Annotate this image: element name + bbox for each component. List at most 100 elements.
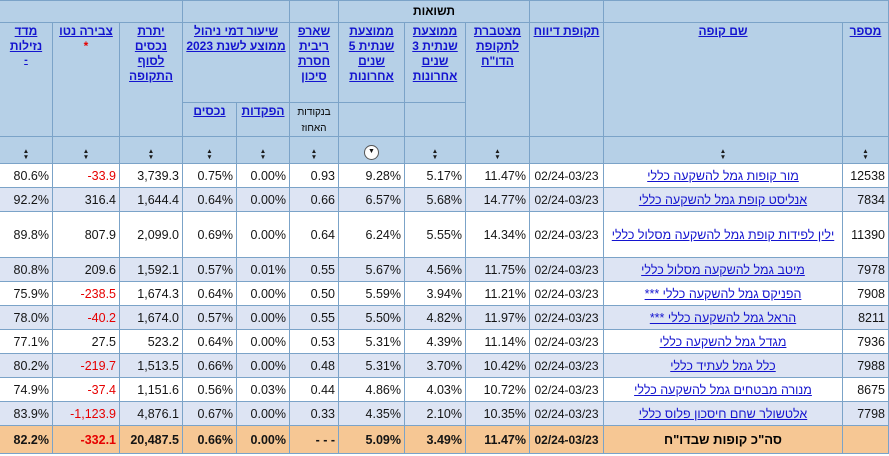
sort-both-icon-sharpe[interactable]: ▲ ▼ xyxy=(289,136,339,164)
cell-net: 27.5 xyxy=(52,329,120,354)
cell-fee_deposits: 0.00% xyxy=(236,353,290,378)
cell-liquidity: 74.9% xyxy=(0,377,54,402)
cell-assets: 1,674.0 xyxy=(119,305,183,330)
sort-updown-icon[interactable]: ▲ ▼ xyxy=(719,147,727,161)
col-header-net-accumulation[interactable]: צבירה נטו * xyxy=(52,22,120,137)
sort-none-period xyxy=(529,136,604,164)
cell-sharpe: 0.64 xyxy=(289,211,339,258)
sub-header-fee-assets[interactable]: נכסים xyxy=(182,102,237,137)
col-header-sharpe[interactable]: שארפ ריבית חסרת סיכון xyxy=(289,22,339,103)
cell-avg3: 3.94% xyxy=(404,281,466,306)
sort-updown-icon[interactable]: ▲ ▼ xyxy=(206,147,213,161)
col-header-assets-balance[interactable]: יתרת נכסים לסוף התקופה xyxy=(119,22,183,137)
cell-number: 12538 xyxy=(842,163,889,188)
cell-assets: 1,592.1 xyxy=(119,257,183,282)
col-header-liquidity[interactable]: מדד נזילות - xyxy=(0,22,54,137)
sort-updown-icon[interactable]: ▲ ▼ xyxy=(862,147,869,161)
cell-period: 02/24-03/23 xyxy=(529,305,604,330)
sort-updown-icon[interactable]: ▲ ▼ xyxy=(310,147,318,161)
cell-number: 11390 xyxy=(842,211,889,258)
cell-name: אלטשולר שחם חיסכון פלוס כללי xyxy=(603,401,843,426)
fund-name-link[interactable]: מגדל גמל להשקעה כללי xyxy=(659,334,787,349)
cell-cumulative: 11.97% xyxy=(465,305,530,330)
cell-net: 209.6 xyxy=(52,257,120,282)
cell-liquidity: 80.6% xyxy=(0,163,54,188)
cell-fee_assets: 0.57% xyxy=(182,257,237,282)
cell-avg5: 5.67% xyxy=(338,257,405,282)
cell-cumulative: 11.75% xyxy=(465,257,530,282)
sort-both-icon-liquidity[interactable]: ▲ ▼ xyxy=(0,136,54,164)
fund-name-link[interactable]: אלטשולר שחם חיסכון פלוס כללי xyxy=(638,406,808,421)
sort-both-icon-fee_assets[interactable]: ▲ ▼ xyxy=(182,136,237,164)
col-header-mgmt-fee-group[interactable]: שיעור דמי ניהול ממוצע לשנת 2023 xyxy=(182,22,290,103)
cell-total-assets: 20,487.5 xyxy=(119,425,183,454)
cell-net: 316.4 xyxy=(52,187,120,212)
fund-row: 7988 כלל גמל לעתיד כללי 02/24-03/23 10.42% 3… xyxy=(0,353,889,378)
cell-period: 02/24-03/23 xyxy=(529,401,604,426)
fund-name-link[interactable]: הפניקס גמל להשקעה כללי *** xyxy=(644,286,802,301)
cell-name: מגדל גמל להשקעה כללי xyxy=(603,329,843,354)
group-spacer-sharpe xyxy=(289,0,339,23)
sub-header-fee-deposits[interactable]: הפקדות xyxy=(236,102,290,137)
sort-updown-icon[interactable]: ▲ ▼ xyxy=(494,147,501,161)
sort-active-icon-avg5[interactable]: ▼ xyxy=(338,136,405,164)
cell-net: -40.2 xyxy=(52,305,120,330)
cell-avg5: 5.50% xyxy=(338,305,405,330)
sort-both-icon-fee_deposits[interactable]: ▲ ▼ xyxy=(236,136,290,164)
cell-fee_assets: 0.66% xyxy=(182,353,237,378)
cell-period: 02/24-03/23 xyxy=(529,377,604,402)
col-header-fund-name[interactable]: שם קופה xyxy=(603,22,843,137)
cell-avg3: 5.17% xyxy=(404,163,466,188)
cell-cumulative: 10.35% xyxy=(465,401,530,426)
cell-total-fee-deposits: 0.00% xyxy=(236,425,290,454)
cell-period: 02/24-03/23 xyxy=(529,257,604,282)
col-header-avg-5yr[interactable]: ממוצעת שנתית 5 שנים אחרונות xyxy=(338,22,405,103)
sort-updown-icon[interactable]: ▲ ▼ xyxy=(147,147,155,161)
cell-assets: 1,674.3 xyxy=(119,281,183,306)
cell-net: -1,123.9 xyxy=(52,401,120,426)
sort-updown-icon[interactable]: ▲ ▼ xyxy=(259,147,267,161)
fund-name-link[interactable]: ילין לפידות קופת גמל להשקעה מסלול כללי xyxy=(611,227,835,242)
sort-updown-icon[interactable]: ▲ ▼ xyxy=(22,147,30,161)
fund-name-link[interactable]: מור קופות גמל להשקעה כללי xyxy=(647,168,799,183)
fund-name-link[interactable]: אנליסט קופת גמל להשקעה כללי xyxy=(638,192,808,207)
cell-cumulative: 11.47% xyxy=(465,163,530,188)
cell-fee_deposits: 0.00% xyxy=(236,163,290,188)
col-header-number[interactable]: מספר xyxy=(842,22,889,137)
group-spacer-fees xyxy=(182,0,290,23)
cell-number: 7798 xyxy=(842,401,889,426)
cell-sharpe: 0.55 xyxy=(289,257,339,282)
sort-both-icon-number[interactable]: ▲ ▼ xyxy=(842,136,889,164)
cell-fee_deposits: 0.00% xyxy=(236,329,290,354)
cell-avg5: 5.59% xyxy=(338,281,405,306)
cell-fee_assets: 0.56% xyxy=(182,377,237,402)
sort-updown-icon[interactable]: ▲ ▼ xyxy=(82,147,90,161)
sort-updown-icon[interactable]: ▲ ▼ xyxy=(431,147,439,161)
col-header-cumulative-return[interactable]: מצטברת לתקופת הדו"ח xyxy=(465,22,530,137)
col-header-avg-3yr[interactable]: ממוצעת שנתית 3 שנים אחרונות xyxy=(404,22,466,103)
sorted-descending-icon[interactable]: ▼ xyxy=(364,145,379,160)
sub-header-sharpe-units: בנקודות האחוז xyxy=(289,102,339,137)
cell-fee_assets: 0.64% xyxy=(182,329,237,354)
cell-liquidity: 75.9% xyxy=(0,281,54,306)
fund-name-link[interactable]: הראל גמל להשקעה כללי *** xyxy=(649,310,797,325)
sort-both-icon-cumulative[interactable]: ▲ ▼ xyxy=(465,136,530,164)
column-header-row: מספר שם קופה תקופת דיווח מצטברת לתקופת ה… xyxy=(0,22,889,137)
sort-both-icon-net[interactable]: ▲ ▼ xyxy=(52,136,120,164)
fund-name-link[interactable]: מיטב גמל להשקעה מסלול כללי xyxy=(641,262,805,277)
cell-liquidity: 89.8% xyxy=(0,211,54,258)
cell-assets: 4,876.1 xyxy=(119,401,183,426)
cell-fee_assets: 0.75% xyxy=(182,163,237,188)
cell-avg3: 4.56% xyxy=(404,257,466,282)
cell-cumulative: 11.14% xyxy=(465,329,530,354)
cell-total-avg5: 5.09% xyxy=(338,425,405,454)
sort-both-icon-assets[interactable]: ▲ ▼ xyxy=(119,136,183,164)
cell-name: הפניקס גמל להשקעה כללי *** xyxy=(603,281,843,306)
fund-name-link[interactable]: מנורה מבטחים גמל להשקעה כללי xyxy=(634,382,812,397)
fund-name-link[interactable]: כלל גמל לעתיד כללי xyxy=(670,358,776,373)
sort-both-icon-name[interactable]: ▲ ▼ xyxy=(603,136,843,164)
col-header-report-period[interactable]: תקופת דיווח xyxy=(529,22,604,137)
sort-both-icon-avg3[interactable]: ▲ ▼ xyxy=(404,136,466,164)
cell-net: -33.9 xyxy=(52,163,120,188)
